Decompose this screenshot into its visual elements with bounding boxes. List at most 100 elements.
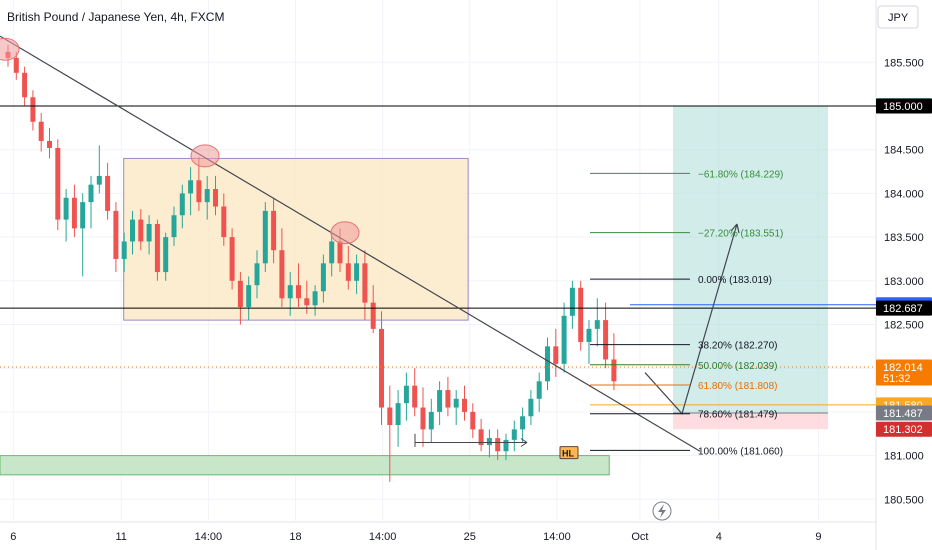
candle-body-41 (345, 263, 351, 281)
y-tick-3: 184.000 (884, 188, 924, 200)
candle-body-4 (38, 121, 44, 141)
position-profit-zone (673, 105, 828, 414)
y-tick-4: 183.500 (884, 232, 924, 244)
candle-body-69 (578, 287, 584, 342)
candle-body-48 (403, 385, 409, 404)
candle-body-35 (296, 285, 301, 299)
candle-body-50 (420, 407, 426, 430)
x-tick-8: 4 (716, 531, 722, 543)
price-badge-label-3: 182.687 (883, 303, 923, 315)
candle-body-20 (171, 215, 177, 238)
candle-body-13 (113, 210, 119, 259)
projection-arrowhead (730, 223, 740, 234)
candle-body-10 (88, 184, 94, 203)
x-tick-9: 9 (815, 531, 821, 543)
touch-ellipse-2 (330, 221, 360, 245)
candle-body-5 (47, 140, 52, 148)
fib-label-5: 61.80% (181.808) (698, 381, 778, 392)
candle-body-43 (362, 263, 368, 303)
candle-body-67 (561, 315, 567, 364)
candle-body-6 (55, 147, 61, 220)
candle-body-42 (354, 263, 360, 281)
price-badge-6 (876, 405, 932, 421)
candle-body-53 (445, 390, 451, 408)
lightning-icon[interactable] (652, 501, 672, 521)
candle-body-61 (511, 429, 517, 440)
candle-body-14 (121, 241, 127, 259)
candle-body-18 (154, 223, 160, 273)
position-loss-zone (673, 413, 828, 430)
candle-body-59 (495, 438, 501, 452)
candle-body-26 (221, 206, 227, 238)
fib-label-2: 0.00% (183.019) (698, 275, 772, 286)
y-tick-5: 183.000 (884, 276, 924, 288)
candle-body-39 (329, 241, 335, 264)
candle-body-29 (246, 285, 252, 308)
candle-body-40 (337, 241, 343, 264)
currency-button[interactable]: JPY (877, 5, 919, 29)
fib-label-6: 78.60% (181.479) (698, 410, 778, 421)
touch-ellipse-0 (0, 37, 20, 61)
candle-body-71 (594, 320, 600, 329)
fib-label-4: 50.00% (182.039) (698, 361, 778, 372)
range-box (123, 157, 469, 321)
candle-body-56 (470, 411, 476, 430)
candle-body-52 (437, 390, 443, 412)
x-tick-7: Oct (631, 531, 648, 543)
fib-label-1: −27.20% (183.551) (698, 229, 783, 240)
fib-label-3: 38.20% (182.270) (698, 341, 778, 352)
candle-body-7 (63, 197, 69, 220)
candle-body-1 (13, 57, 19, 73)
candle-body-32 (271, 210, 277, 251)
x-tick-2: 14:00 (195, 531, 223, 543)
y-tick-6: 182.500 (884, 320, 924, 332)
candle-body-51 (428, 411, 434, 430)
candle-body-21 (179, 193, 185, 216)
candle-body-23 (196, 180, 202, 203)
currency-label: JPY (888, 12, 909, 24)
candle-body-37 (312, 291, 318, 306)
x-tick-0: 6 (10, 531, 16, 543)
candle-body-19 (163, 237, 169, 273)
candle-body-36 (304, 298, 310, 306)
price-badge-label-1: 185.000 (883, 101, 923, 113)
candle-body-8 (71, 197, 77, 229)
fib-label-0: −61.80% (184.229) (698, 169, 783, 180)
candle-body-72 (603, 320, 609, 360)
y-tick-10: 180.500 (884, 494, 924, 506)
candle-body-70 (586, 328, 592, 342)
candle-body-2 (22, 72, 28, 98)
price-badge-4 (876, 359, 932, 386)
candle-body-3 (30, 97, 36, 122)
candle-body-15 (130, 219, 135, 242)
candle-body-27 (229, 237, 235, 281)
x-tick-6: 14:00 (543, 531, 571, 543)
candle-body-25 (213, 189, 218, 207)
candle-body-9 (80, 202, 86, 229)
candle-body-22 (188, 180, 194, 194)
candle-body-66 (553, 346, 559, 364)
price-badge-7 (876, 421, 932, 437)
candle-body-45 (379, 328, 384, 408)
candle-body-49 (412, 385, 418, 408)
candle-body-64 (536, 381, 542, 399)
candle-body-63 (528, 398, 534, 417)
candle-body-17 (146, 223, 152, 242)
candle-body-24 (204, 189, 210, 203)
candle-body-73 (611, 359, 617, 382)
x-tick-1: 11 (115, 531, 126, 543)
candle-body-57 (478, 429, 484, 446)
candle-body-62 (520, 416, 526, 430)
price-badge-3 (876, 300, 932, 316)
y-tick-9: 181.000 (884, 451, 924, 463)
candle-body-30 (254, 263, 260, 286)
trendline (0, 35, 701, 452)
candle-body-58 (486, 438, 492, 446)
candle-body-44 (370, 302, 376, 329)
candle-body-16 (138, 219, 144, 242)
candle-body-34 (287, 285, 293, 299)
price-badge-1 (876, 98, 932, 114)
candle-body-33 (279, 250, 285, 299)
candle-body-46 (387, 407, 393, 426)
